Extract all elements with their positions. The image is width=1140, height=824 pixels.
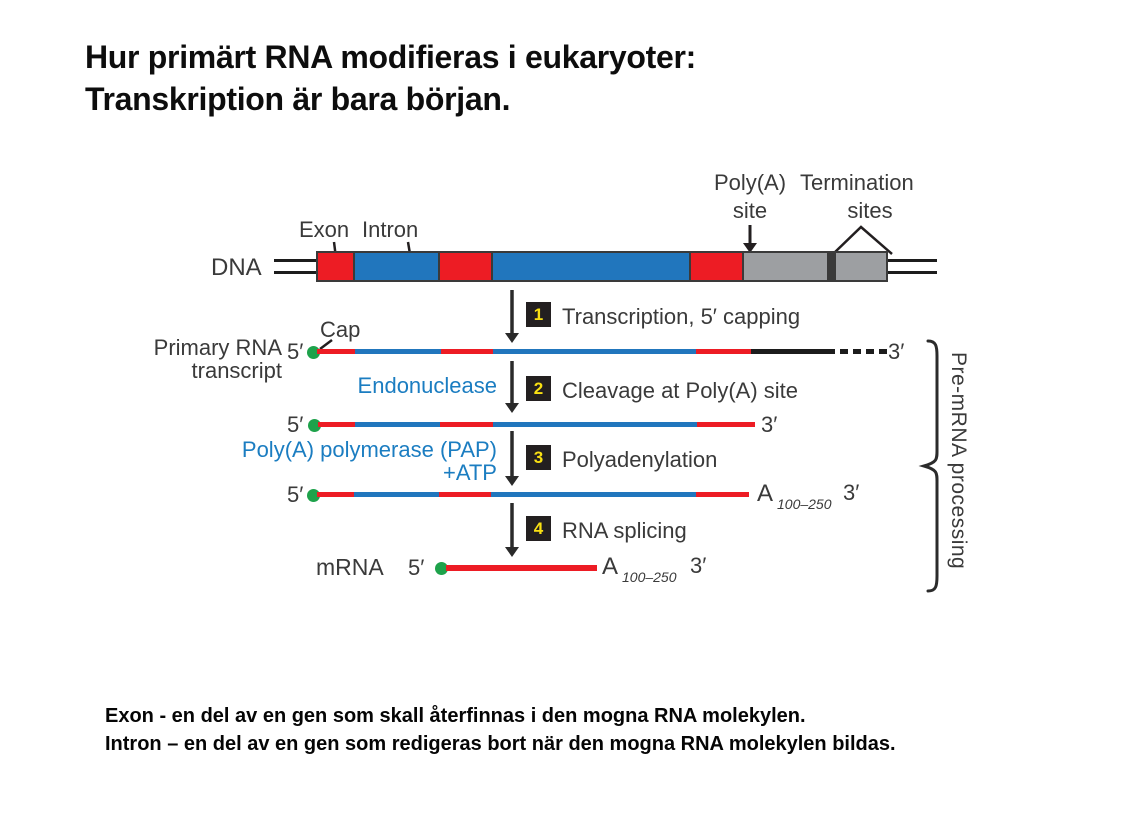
row2-3prime: 3′ bbox=[761, 412, 778, 437]
rna-row-cleaved bbox=[318, 422, 755, 427]
step-4-number: 4 bbox=[526, 516, 551, 541]
row3-cap-dot bbox=[307, 489, 320, 502]
rna1-tail bbox=[751, 349, 835, 354]
rna3-intron-1 bbox=[354, 492, 439, 497]
termination-caret bbox=[832, 225, 893, 255]
rna-row-polyadenylated bbox=[317, 492, 749, 497]
mrna-label: mRNA bbox=[316, 554, 384, 580]
page-title: Hur primärt RNA modifieras i eukaryoter:… bbox=[85, 36, 696, 120]
dna-exon-2 bbox=[438, 253, 491, 280]
dna-left-lines bbox=[274, 259, 318, 274]
row1-cap-dot bbox=[307, 346, 320, 359]
endonuclease-label: Endonuclease bbox=[357, 373, 497, 398]
rna3-exon-1 bbox=[317, 492, 354, 497]
rna2-exon-1 bbox=[318, 422, 355, 427]
mrna-polyA-subscript: 100–250 bbox=[622, 569, 677, 585]
dna-downstream-2 bbox=[834, 253, 886, 280]
rna1-tail-dashes bbox=[840, 349, 887, 354]
termination-label-line1: Termination bbox=[800, 170, 914, 195]
step-1-label: Transcription, 5′ capping bbox=[562, 304, 801, 329]
step-3-number: 3 bbox=[526, 445, 551, 470]
exon-definition: Exon - en del av en gen som skall återfi… bbox=[105, 705, 806, 727]
row3-3prime: 3′ bbox=[843, 480, 860, 505]
rna3-exon-3 bbox=[696, 492, 749, 497]
mrna-line bbox=[446, 565, 597, 571]
pre-mrna-brace bbox=[918, 339, 939, 593]
mrna-5prime: 5′ bbox=[408, 555, 425, 580]
step3-arrow bbox=[505, 431, 519, 486]
step1-arrow bbox=[505, 290, 519, 343]
dna-intron-2 bbox=[490, 253, 689, 280]
dna-terminator-divider bbox=[827, 253, 835, 280]
atp-label: +ATP bbox=[442, 460, 497, 485]
pap-label: Poly(A) polymerase (PAP) bbox=[241, 437, 497, 462]
polya-site-label-line2: site bbox=[732, 198, 768, 223]
definitions: Exon - en del av en gen som skall återfi… bbox=[105, 702, 896, 758]
dna-right-lines bbox=[886, 259, 937, 274]
polya-site-arrow bbox=[743, 225, 757, 253]
mrna-cap-dot bbox=[435, 562, 448, 575]
dna-exon-1 bbox=[318, 253, 354, 280]
step-2-label: Cleavage at Poly(A) site bbox=[562, 378, 798, 403]
dna-downstream-1 bbox=[742, 253, 828, 280]
mrna-polyA-base: A bbox=[602, 553, 619, 580]
rna2-intron-2 bbox=[493, 422, 697, 427]
rna2-exon-2 bbox=[440, 422, 493, 427]
rna2-exon-3 bbox=[697, 422, 755, 427]
row3-5prime: 5′ bbox=[287, 482, 304, 507]
rna-row-primary bbox=[317, 349, 835, 354]
dna-bar bbox=[316, 251, 888, 282]
polya-site-label-line1: Poly(A) bbox=[713, 170, 787, 195]
rna1-intron-1 bbox=[355, 349, 441, 354]
step-2-number: 2 bbox=[526, 376, 551, 401]
title-line-2: Transkription är bara början. bbox=[85, 81, 511, 117]
dna-intron-1 bbox=[353, 253, 439, 280]
row3-polyA-base: A bbox=[757, 480, 774, 507]
row1-3prime: 3′ bbox=[888, 339, 905, 364]
row2-5prime: 5′ bbox=[287, 412, 304, 437]
rna3-exon-2 bbox=[439, 492, 491, 497]
rna1-intron-2 bbox=[493, 349, 696, 354]
row2-cap-dot bbox=[308, 419, 321, 432]
intron-label: Intron bbox=[362, 217, 419, 242]
intron-definition: Intron – en del av en gen som redigeras … bbox=[105, 733, 896, 755]
step4-arrow bbox=[505, 503, 519, 557]
primary-transcript-label-line1: Primary RNA bbox=[153, 335, 282, 360]
mrna-3prime: 3′ bbox=[690, 553, 707, 578]
dna-label: DNA bbox=[211, 254, 262, 281]
rna3-intron-2 bbox=[491, 492, 696, 497]
cap-label: Cap bbox=[320, 317, 361, 342]
step2-arrow bbox=[505, 361, 519, 413]
dna-exon-3 bbox=[688, 253, 743, 280]
rna1-exon-1 bbox=[317, 349, 355, 354]
pre-mrna-processing-label: Pre-mRNA processing bbox=[947, 352, 970, 570]
row1-5prime: 5′ bbox=[287, 339, 304, 364]
title-line-1: Hur primärt RNA modifieras i eukaryoter: bbox=[85, 39, 696, 75]
termination-label-line2: sites bbox=[847, 198, 893, 223]
rna1-exon-2 bbox=[441, 349, 493, 354]
row3-polyA-subscript: 100–250 bbox=[777, 496, 832, 512]
primary-transcript-label-line2: transcript bbox=[191, 358, 282, 383]
step-4-label: RNA splicing bbox=[562, 518, 687, 543]
exon-label: Exon bbox=[299, 217, 350, 242]
step-3-label: Polyadenylation bbox=[562, 447, 718, 472]
step-1-number: 1 bbox=[526, 302, 551, 327]
rna1-exon-3 bbox=[696, 349, 751, 354]
rna2-intron-1 bbox=[355, 422, 440, 427]
